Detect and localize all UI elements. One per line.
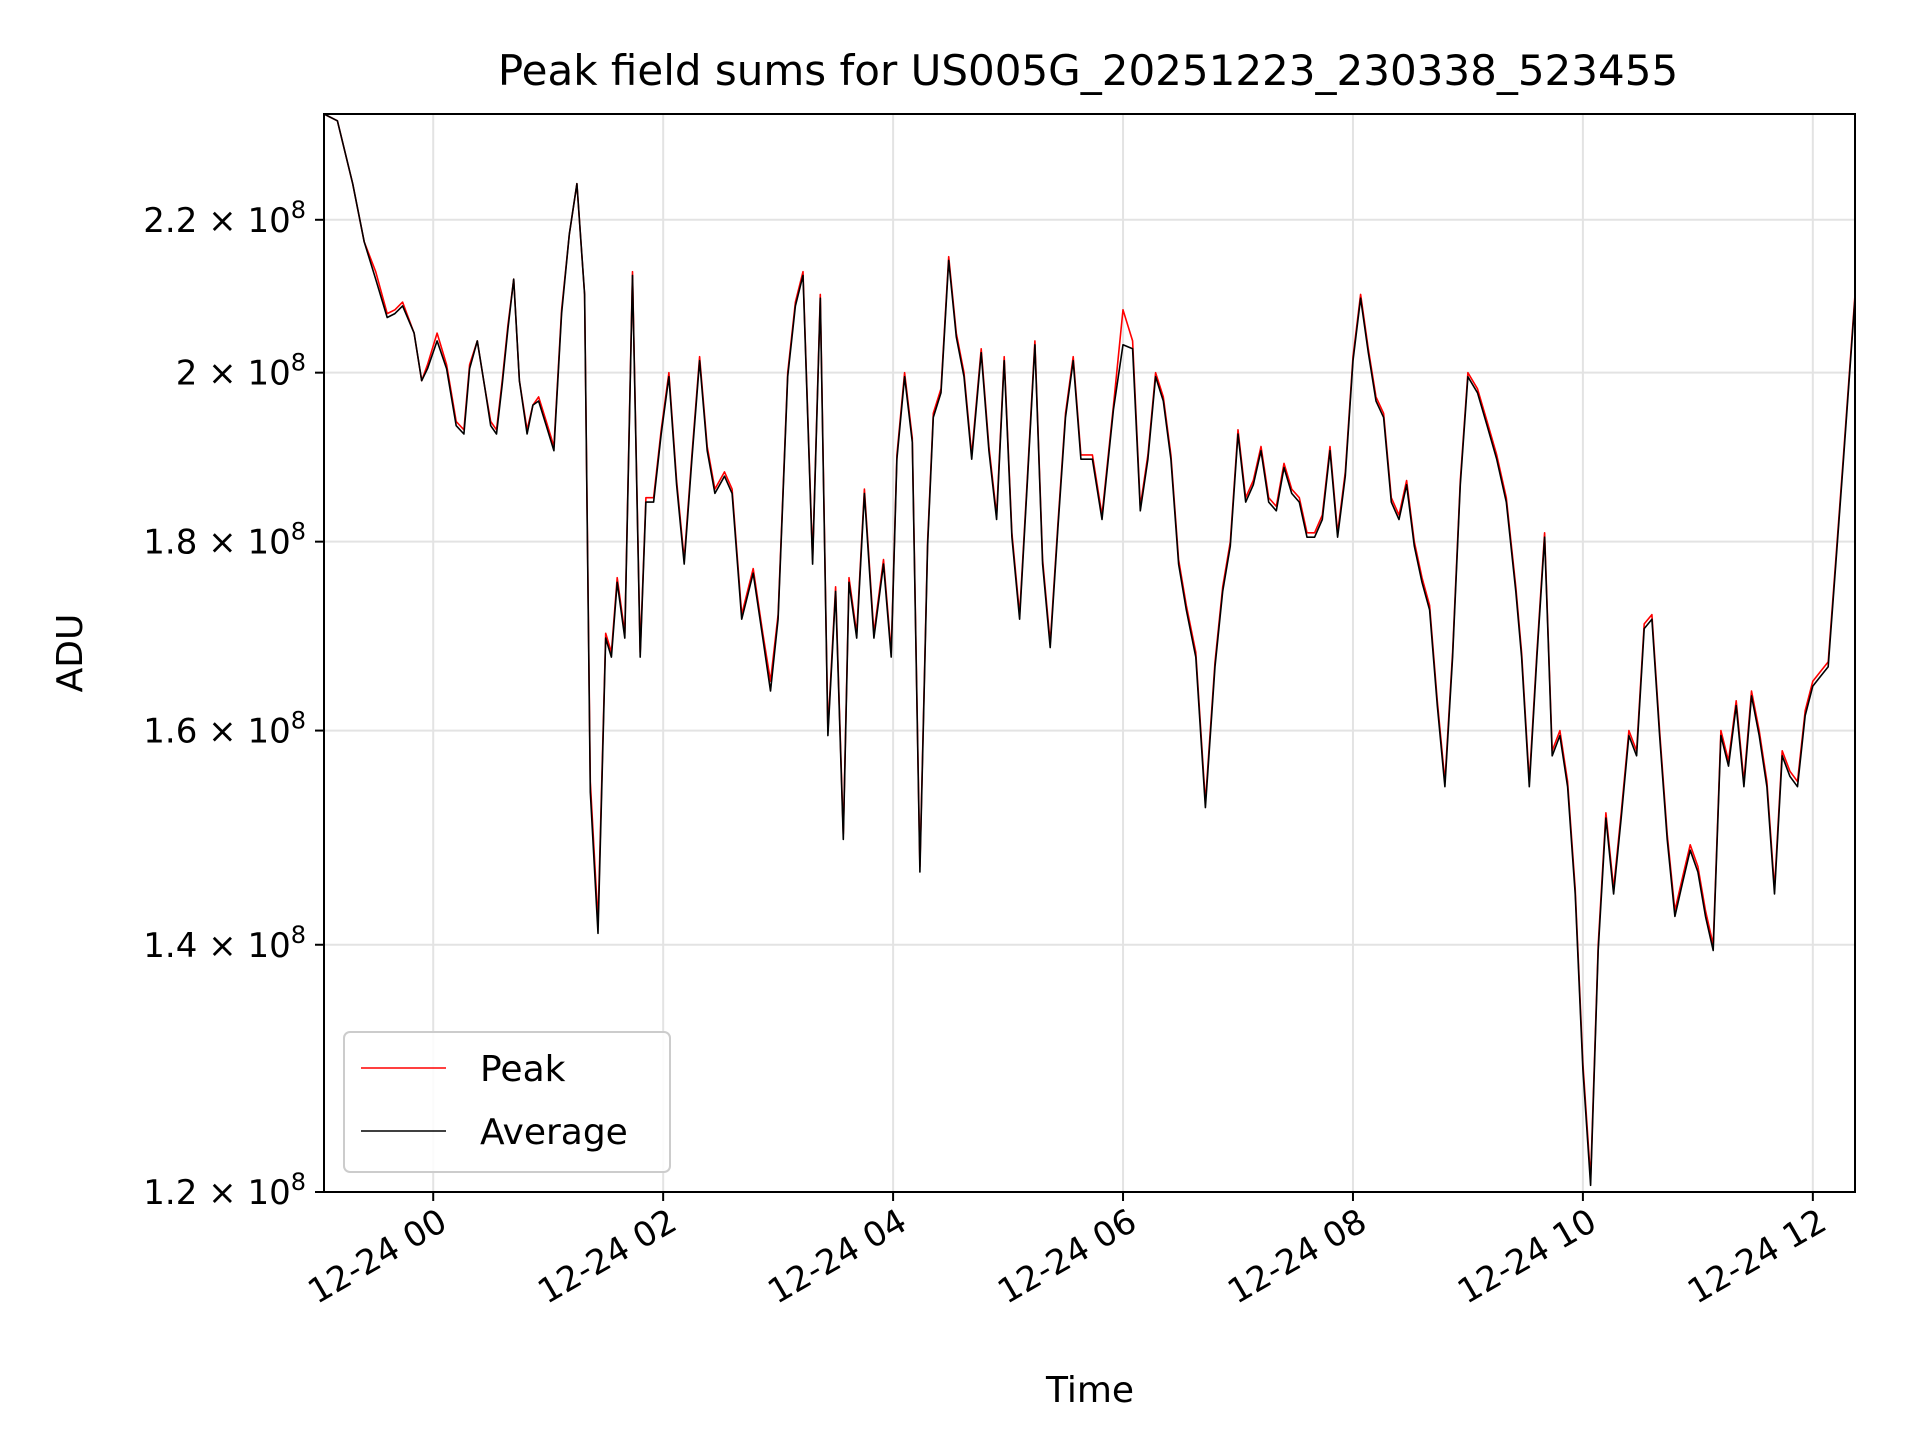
legend-label-average: Average (480, 1112, 628, 1153)
legend: Peak Average (343, 1031, 671, 1173)
chart-title: Peak field sums for US005G_20251223_2303… (498, 46, 1678, 95)
x-tick-label: 12-24 10 (1451, 1201, 1603, 1312)
grid-lines (324, 114, 1855, 1193)
x-axis-label: Time (1045, 1370, 1134, 1411)
x-tick-label: 12-24 08 (1221, 1201, 1373, 1312)
legend-box (343, 1031, 671, 1173)
y-tick-label: 1.6 × 108 (143, 707, 306, 752)
x-tick-label: 12-24 06 (991, 1201, 1143, 1312)
y-tick-label: 1.4 × 108 (143, 921, 306, 966)
y-tick-label: 1.2 × 108 (143, 1168, 306, 1213)
x-axis-ticks: 12-24 00 12-24 02 12-24 04 12-24 06 12-24 08… (301, 1192, 1833, 1312)
series-lines (323, 113, 1856, 1187)
series-line-peak (323, 113, 1856, 1180)
x-tick-label: 12-24 04 (761, 1201, 913, 1312)
y-tick-label: 2 × 108 (176, 349, 306, 394)
y-tick-label: 1.8 × 108 (143, 518, 306, 563)
x-tick-label: 12-24 12 (1681, 1201, 1833, 1312)
x-tick-label: 12-24 02 (531, 1201, 683, 1312)
y-axis-label: ADU (50, 614, 91, 693)
y-tick-label: 2.2 × 108 (143, 196, 306, 241)
x-tick-label: 12-24 00 (301, 1201, 453, 1312)
y-axis-ticks: 1.2 × 108 1.4 × 108 1.6 × 108 1.8 × 108 2 × … (143, 196, 324, 1213)
legend-label-peak: Peak (480, 1049, 566, 1090)
series-line-average (323, 113, 1856, 1187)
plot-frame (323, 113, 1856, 1193)
